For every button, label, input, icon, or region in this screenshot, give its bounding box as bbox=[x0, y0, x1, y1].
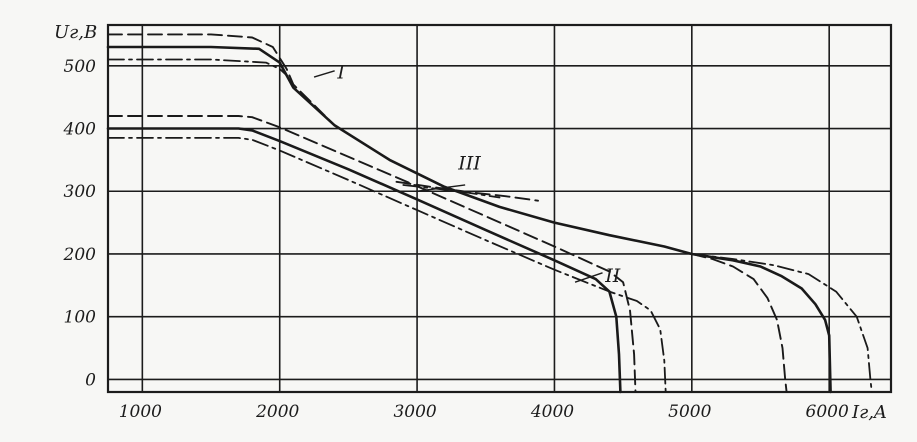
x-axis-title: Iг,A bbox=[851, 402, 887, 423]
annotation-leader bbox=[313, 70, 335, 78]
y-axis-title: Uг,B bbox=[54, 22, 97, 43]
curve-label: III bbox=[457, 152, 481, 174]
series-line-II-solid bbox=[106, 127, 622, 394]
x-tick-label: 4000 bbox=[530, 402, 574, 422]
series-line-I-dashed bbox=[107, 33, 336, 127]
curve-label: II bbox=[604, 265, 621, 287]
series-line-I-dashdot bbox=[107, 58, 288, 77]
x-tick-label: 3000 bbox=[393, 402, 436, 422]
x-tick-label: 2000 bbox=[255, 402, 299, 422]
y-axis-label: Uг,B bbox=[54, 22, 97, 43]
tick-labels: 1000 2000 3000 4000 5000 6000 0 100 200 300 400 500 bbox=[63, 57, 849, 422]
y-tick-label: 500 bbox=[64, 57, 97, 77]
annotation-leader bbox=[416, 184, 466, 192]
series-line-II-dashdot bbox=[107, 136, 667, 393]
x-tick-label: 5000 bbox=[668, 402, 711, 422]
curve-label: I bbox=[336, 61, 345, 83]
plot-frame bbox=[106, 23, 893, 394]
series-line-II-dashed bbox=[107, 115, 637, 393]
series-line-I-solid bbox=[106, 45, 832, 394]
x-tick-label: 1000 bbox=[119, 402, 162, 422]
y-tick-label: 100 bbox=[64, 308, 97, 328]
annotation-leader bbox=[574, 272, 603, 283]
y-tick-label: 300 bbox=[64, 182, 97, 202]
y-tick-label: 200 bbox=[63, 245, 97, 265]
y-tick-label: 0 bbox=[85, 370, 96, 390]
series-line-I-dashdot bbox=[690, 253, 873, 393]
grid bbox=[108, 25, 891, 392]
series-line-I-dashed bbox=[690, 253, 788, 393]
series-group bbox=[106, 33, 873, 394]
x-tick-label: 6000 bbox=[806, 402, 849, 422]
series-line-III-dashed bbox=[395, 180, 539, 202]
x-axis-label: Iг,A bbox=[851, 402, 887, 423]
y-tick-label: 400 bbox=[63, 120, 97, 140]
